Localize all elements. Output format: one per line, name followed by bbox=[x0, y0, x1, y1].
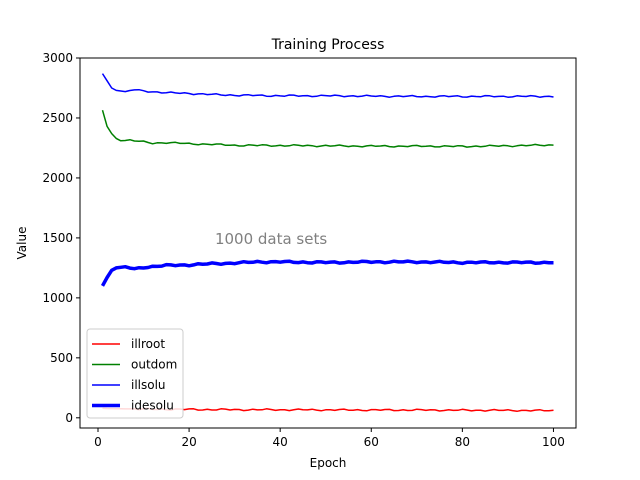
x-tick-label: 60 bbox=[364, 435, 379, 449]
y-tick-label: 2000 bbox=[42, 171, 73, 185]
plot-frame bbox=[79, 57, 577, 429]
x-tick-label: 40 bbox=[273, 435, 288, 449]
series-line-idesolu bbox=[100, 259, 554, 287]
y-tick-label: 2500 bbox=[42, 111, 73, 125]
chart-title: Training Process bbox=[271, 37, 385, 53]
x-tick-label: 80 bbox=[455, 435, 470, 449]
series-line-illsolu bbox=[101, 73, 554, 98]
x-axis: 0 20 40 60 80 100 bbox=[94, 428, 565, 449]
y-axis: 0 500 1000 1500 2000 2500 3000 bbox=[42, 51, 80, 425]
y-tick-label: 0 bbox=[65, 411, 73, 425]
legend: illroot outdom illsolu idesolu bbox=[86, 328, 184, 419]
annotation-text: 1000 data sets bbox=[215, 230, 327, 248]
y-tick-label: 3000 bbox=[42, 51, 73, 65]
x-tick-label: 20 bbox=[181, 435, 196, 449]
x-axis-label: Epoch bbox=[310, 456, 347, 470]
x-tick-label: 100 bbox=[542, 435, 565, 449]
series-line-outdom bbox=[101, 109, 554, 148]
legend-label-idesolu: idesolu bbox=[131, 399, 174, 413]
legend-label-illsolu: illsolu bbox=[131, 378, 166, 392]
y-tick-label: 1500 bbox=[42, 231, 73, 245]
legend-label-outdom: outdom bbox=[131, 358, 177, 372]
legend-box bbox=[86, 328, 184, 419]
y-axis-label: Value bbox=[15, 227, 29, 260]
x-tick-label: 0 bbox=[94, 435, 102, 449]
legend-label-illroot: illroot bbox=[131, 337, 165, 351]
y-tick-label: 500 bbox=[50, 351, 73, 365]
y-tick-label: 1000 bbox=[42, 291, 73, 305]
